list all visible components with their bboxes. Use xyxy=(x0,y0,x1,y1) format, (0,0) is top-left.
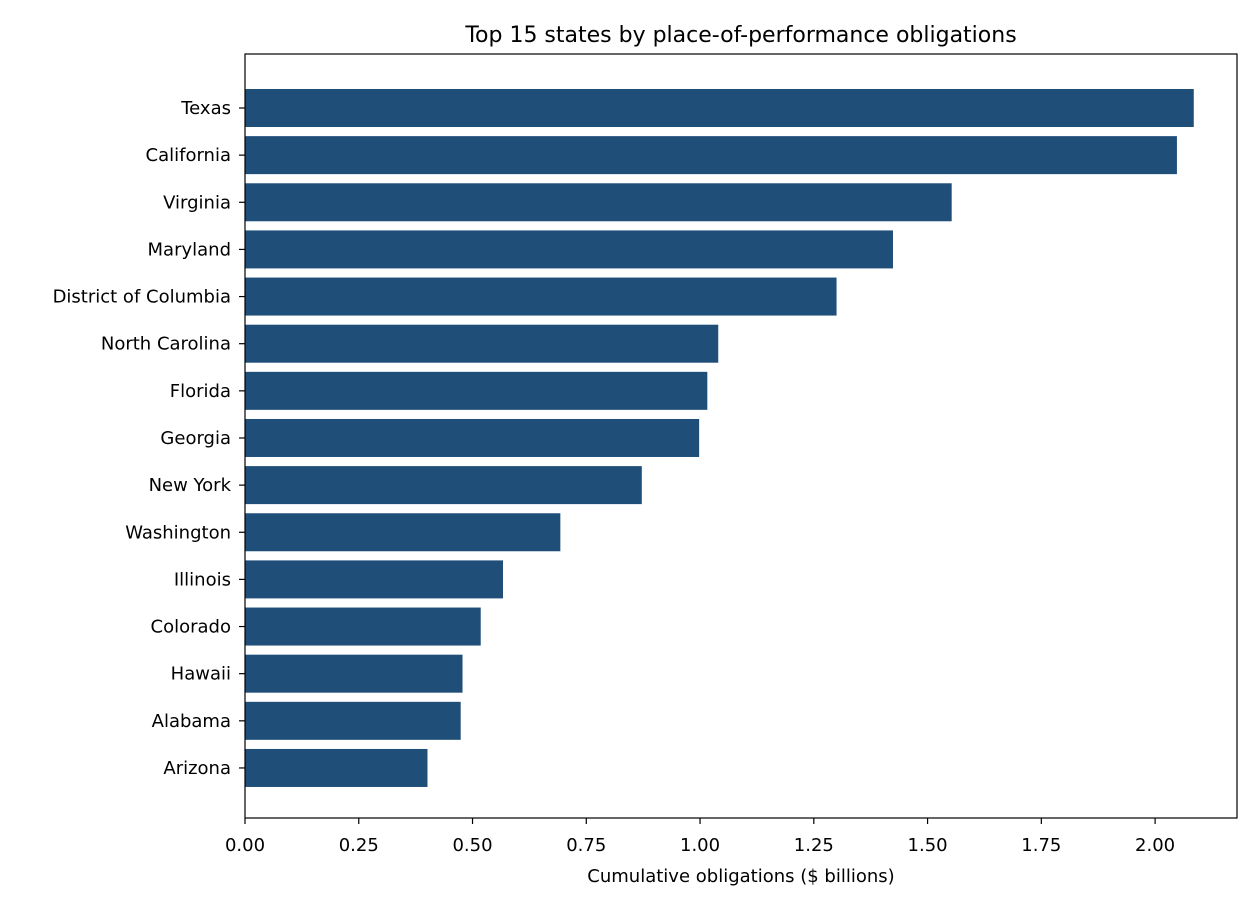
x-tick-label: 1.50 xyxy=(908,835,948,856)
y-tick-label: Hawaii xyxy=(171,664,231,685)
bar-florida xyxy=(245,371,708,410)
bar-georgia xyxy=(245,418,700,457)
y-tick-label: Georgia xyxy=(160,428,231,449)
y-tick-label: Colorado xyxy=(151,617,231,638)
bar-arizona xyxy=(245,748,428,787)
y-tick-label: District of Columbia xyxy=(53,287,231,308)
x-tick-label: 0.50 xyxy=(452,835,492,856)
x-axis-label: Cumulative obligations ($ billions) xyxy=(587,866,894,887)
y-tick-label: Illinois xyxy=(174,569,231,590)
x-axis: 0.00 0.25 0.50 0.75 1.00 1.25 1.50 1.75 2.00 xyxy=(225,818,1175,856)
x-tick-label: 1.25 xyxy=(794,835,834,856)
x-tick-label: 2.00 xyxy=(1135,835,1175,856)
plot-frame xyxy=(244,53,1238,819)
chart-title: Top 15 states by place-of-performance ob… xyxy=(464,23,1016,48)
y-tick-label: New York xyxy=(149,475,232,496)
y-tick-label: Maryland xyxy=(148,239,231,260)
x-tick-label: 0.75 xyxy=(566,835,606,856)
y-tick-label: Texas xyxy=(180,98,231,119)
bar-virginia xyxy=(245,183,952,222)
y-tick-label: California xyxy=(146,145,231,166)
bar-alabama xyxy=(245,701,461,740)
y-tick-label: Virginia xyxy=(163,192,231,213)
bar-new-york xyxy=(245,466,642,505)
y-tick-label: Arizona xyxy=(163,758,231,779)
bar-north-carolina xyxy=(245,324,719,363)
y-tick-label: Washington xyxy=(125,522,231,543)
bars-layer xyxy=(245,89,1194,787)
bar-district-of-columbia xyxy=(245,277,837,316)
y-tick-label: Florida xyxy=(170,381,231,402)
x-tick-label: 0.00 xyxy=(225,835,265,856)
x-tick-label: 1.75 xyxy=(1021,835,1061,856)
bar-illinois xyxy=(245,560,504,599)
x-tick-label: 0.25 xyxy=(339,835,379,856)
y-tick-label: North Carolina xyxy=(101,334,231,355)
bar-hawaii xyxy=(245,654,463,693)
bar-washington xyxy=(245,513,561,552)
bar-colorado xyxy=(245,607,481,646)
y-tick-label: Alabama xyxy=(152,711,231,732)
x-tick-label: 1.00 xyxy=(680,835,720,856)
bar-maryland xyxy=(245,230,893,269)
y-axis: Texas California Virginia Maryland District … xyxy=(53,98,245,779)
bar-texas xyxy=(245,89,1194,127)
bar-california xyxy=(245,136,1177,175)
